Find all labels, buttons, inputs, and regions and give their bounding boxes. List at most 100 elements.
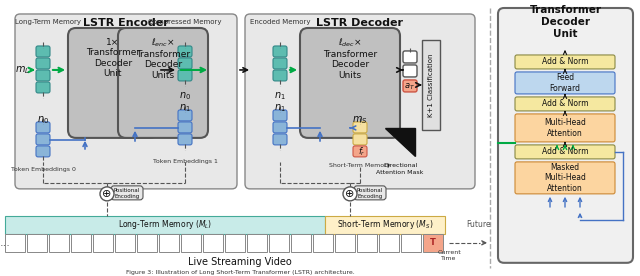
Text: Live Streaming Video: Live Streaming Video — [188, 257, 292, 267]
Text: ⊕: ⊕ — [346, 189, 355, 199]
FancyBboxPatch shape — [36, 122, 50, 133]
FancyBboxPatch shape — [515, 72, 615, 94]
Bar — [137, 234, 157, 252]
Bar — [203, 234, 223, 252]
Bar — [379, 234, 399, 252]
Bar — [225, 234, 245, 252]
Circle shape — [100, 187, 114, 201]
Text: Token Embeddings 1: Token Embeddings 1 — [152, 159, 218, 164]
Text: Add & Norm: Add & Norm — [541, 147, 588, 156]
Bar — [335, 234, 355, 252]
Bar — [357, 234, 377, 252]
FancyBboxPatch shape — [15, 14, 237, 189]
Polygon shape — [385, 128, 415, 156]
FancyBboxPatch shape — [515, 145, 615, 159]
FancyBboxPatch shape — [68, 28, 158, 138]
FancyBboxPatch shape — [178, 70, 192, 81]
Text: Current
Time: Current Time — [437, 250, 461, 261]
FancyBboxPatch shape — [273, 58, 287, 69]
Text: LSTR Encoder: LSTR Encoder — [83, 18, 169, 28]
FancyBboxPatch shape — [178, 134, 192, 145]
Text: Future: Future — [466, 220, 491, 229]
FancyBboxPatch shape — [178, 110, 192, 121]
FancyBboxPatch shape — [353, 122, 367, 133]
FancyBboxPatch shape — [353, 146, 367, 157]
FancyBboxPatch shape — [178, 58, 192, 69]
FancyBboxPatch shape — [273, 110, 287, 121]
Bar — [423, 234, 443, 252]
FancyBboxPatch shape — [354, 186, 386, 200]
FancyBboxPatch shape — [403, 80, 417, 92]
Text: $\ell_{enc}$×
Transformer
Decoder
Units: $\ell_{enc}$× Transformer Decoder Units — [136, 36, 190, 80]
Bar — [291, 234, 311, 252]
Bar — [422, 40, 440, 130]
Text: $f_r$: $f_r$ — [358, 146, 366, 158]
Text: Multi-Head
Attention: Multi-Head Attention — [544, 118, 586, 138]
FancyBboxPatch shape — [515, 97, 615, 111]
Text: Short-Term Memory: Short-Term Memory — [329, 163, 391, 168]
Text: Figure 3: Illustration of Long Short-Term Transformer (LSTR) architecture.: Figure 3: Illustration of Long Short-Ter… — [125, 270, 355, 275]
Text: Attention Mask: Attention Mask — [376, 170, 424, 175]
Bar — [71, 234, 91, 252]
Text: $a_T$: $a_T$ — [404, 82, 415, 92]
Text: Positional
Encoding: Positional Encoding — [114, 189, 140, 199]
Bar — [247, 234, 267, 252]
FancyBboxPatch shape — [36, 82, 50, 93]
Text: Feed
Forward: Feed Forward — [550, 73, 580, 93]
Bar — [5, 216, 325, 234]
FancyBboxPatch shape — [36, 146, 50, 157]
Bar — [5, 234, 25, 252]
Text: Long-Term Memory: Long-Term Memory — [15, 19, 81, 25]
FancyBboxPatch shape — [273, 70, 287, 81]
FancyBboxPatch shape — [111, 186, 143, 200]
Text: Add & Norm: Add & Norm — [541, 57, 588, 67]
Text: 1×
Transformer
Decoder
Unit: 1× Transformer Decoder Unit — [86, 38, 140, 78]
FancyBboxPatch shape — [36, 46, 50, 57]
Bar — [401, 234, 421, 252]
Text: $m_L$: $m_L$ — [15, 64, 29, 76]
FancyBboxPatch shape — [515, 114, 615, 142]
Text: $m_S$: $m_S$ — [352, 114, 368, 126]
Text: Directional: Directional — [383, 163, 417, 168]
Bar — [93, 234, 113, 252]
Text: $n_1$: $n_1$ — [274, 90, 286, 102]
FancyBboxPatch shape — [36, 134, 50, 145]
FancyBboxPatch shape — [178, 46, 192, 57]
Bar — [313, 234, 333, 252]
FancyBboxPatch shape — [353, 134, 367, 145]
Text: T: T — [430, 238, 436, 247]
Text: Token Embeddings 0: Token Embeddings 0 — [11, 167, 76, 172]
FancyBboxPatch shape — [403, 65, 417, 77]
FancyBboxPatch shape — [245, 14, 475, 189]
FancyBboxPatch shape — [273, 122, 287, 133]
FancyBboxPatch shape — [273, 134, 287, 145]
Circle shape — [343, 187, 357, 201]
Text: Positional
Encoding: Positional Encoding — [357, 189, 383, 199]
Text: $n_0$: $n_0$ — [179, 90, 191, 102]
Bar — [27, 234, 47, 252]
Text: $n_0$: $n_0$ — [37, 114, 49, 126]
FancyBboxPatch shape — [118, 28, 208, 138]
FancyBboxPatch shape — [273, 46, 287, 57]
Text: Long-Term Memory ($M_L$): Long-Term Memory ($M_L$) — [118, 218, 212, 231]
FancyBboxPatch shape — [36, 70, 50, 81]
FancyBboxPatch shape — [515, 55, 615, 69]
Text: $n_1$: $n_1$ — [274, 102, 286, 114]
Text: $\ell_{dec}$×
Transformer
Decoder
Units: $\ell_{dec}$× Transformer Decoder Units — [323, 36, 377, 80]
FancyBboxPatch shape — [498, 8, 633, 263]
Text: Compressed Memory: Compressed Memory — [148, 19, 221, 25]
Text: ⊕: ⊕ — [102, 189, 112, 199]
Bar — [269, 234, 289, 252]
FancyBboxPatch shape — [36, 58, 50, 69]
Text: $n_1$: $n_1$ — [179, 102, 191, 114]
FancyBboxPatch shape — [300, 28, 400, 138]
Bar — [181, 234, 201, 252]
Text: K+1 Classification: K+1 Classification — [428, 53, 434, 117]
FancyBboxPatch shape — [515, 162, 615, 194]
Text: Add & Norm: Add & Norm — [541, 99, 588, 108]
Text: ...: ... — [0, 238, 11, 248]
Text: Transformer
Decoder
Unit: Transformer Decoder Unit — [529, 6, 602, 39]
Text: Encoded Memory: Encoded Memory — [250, 19, 310, 25]
Bar — [325, 216, 445, 234]
Text: LSTR Decoder: LSTR Decoder — [317, 18, 403, 28]
